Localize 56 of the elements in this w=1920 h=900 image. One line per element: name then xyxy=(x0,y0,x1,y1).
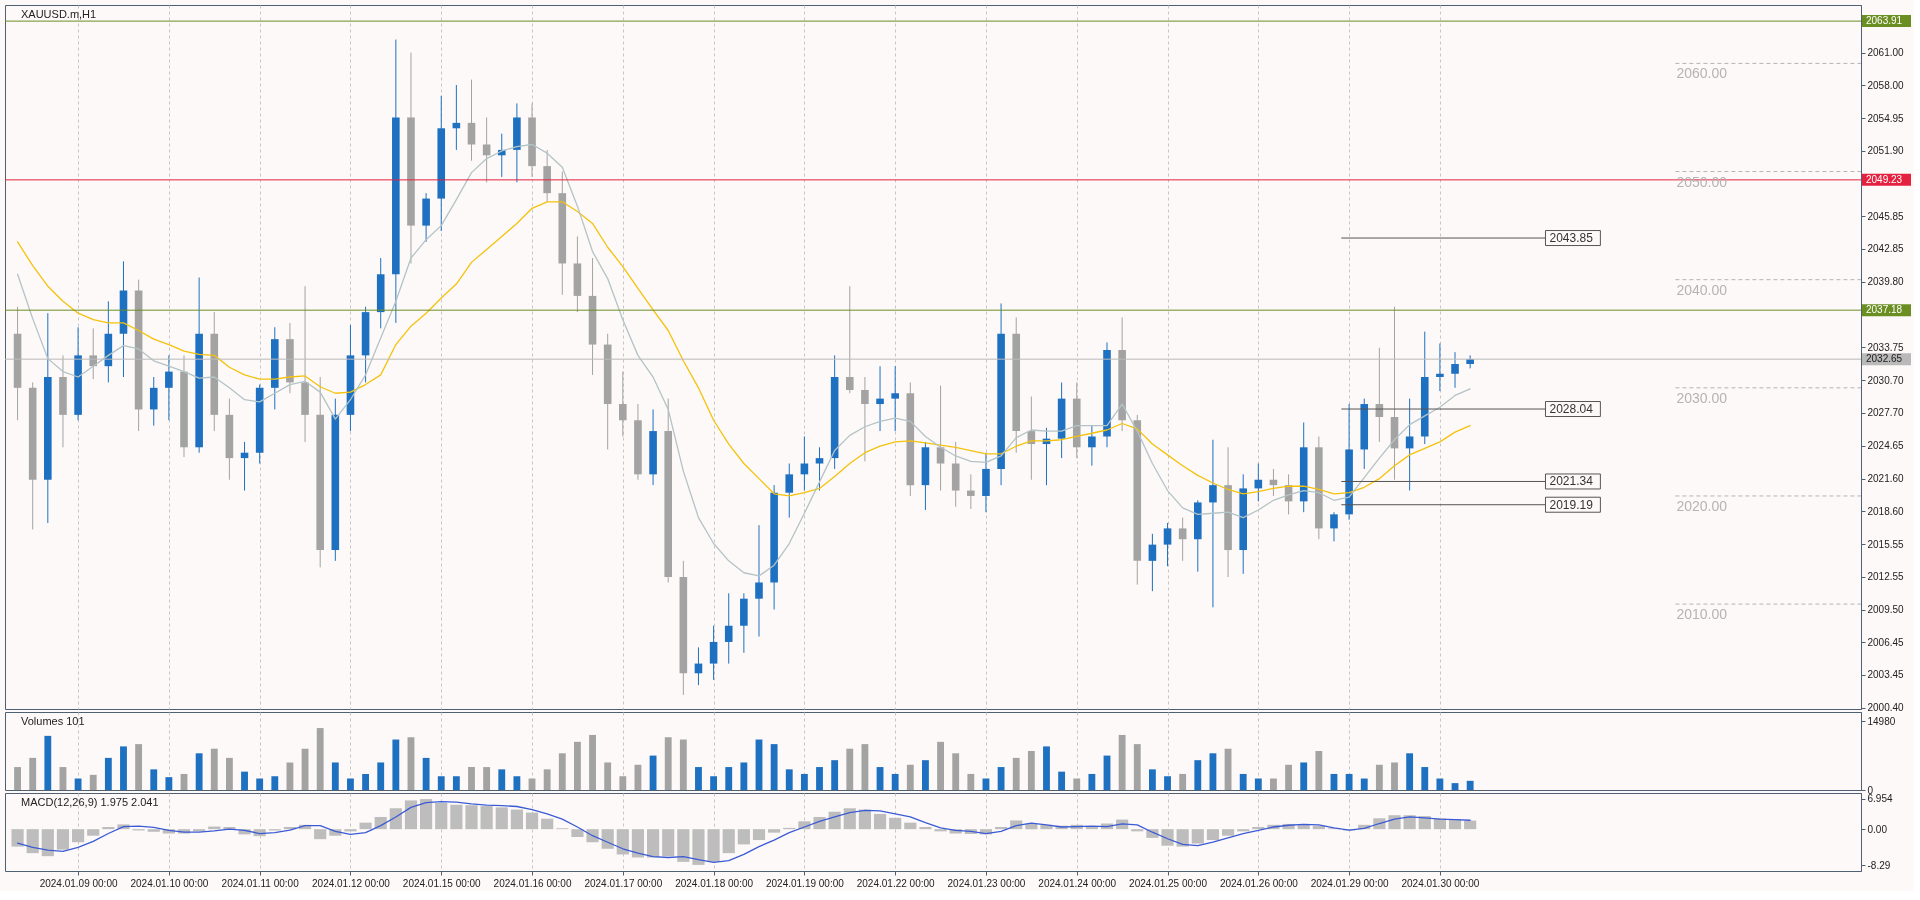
x-tick-label: 2024.01.16 00:00 xyxy=(493,877,572,889)
x-tick-label: 2024.01.17 00:00 xyxy=(584,877,663,889)
x-tick-label: 2024.01.19 00:00 xyxy=(765,877,845,889)
y-tick-label: 2000.40 xyxy=(1867,702,1905,714)
x-tick-label: 2024.01.11 00:00 xyxy=(221,877,300,889)
y-tick-label: 2018.60 xyxy=(1867,505,1905,517)
x-tick-label: 2024.01.18 00:00 xyxy=(675,877,754,889)
x-tick-label: 2024.01.30 00:00 xyxy=(1401,877,1480,889)
ref-line-label: 2030.00 xyxy=(1676,389,1728,406)
ref-line-label: 2019.19 xyxy=(1549,497,1594,512)
y-tick-label: 2006.45 xyxy=(1867,636,1905,648)
y-tick-label: 2039.80 xyxy=(1867,276,1905,288)
x-tick-label: 2024.01.22 00:00 xyxy=(856,877,936,889)
y-tick-label: 6.954 xyxy=(1867,793,1893,805)
y-tick-label: 2027.70 xyxy=(1867,407,1905,419)
x-tick-label: 2024.01.24 00:00 xyxy=(1038,877,1117,889)
y-tick-label: 0.00 xyxy=(1867,823,1888,835)
chart-title: XAUUSD.m,H1 xyxy=(21,8,97,20)
ref-line-label: 2040.00 xyxy=(1676,281,1728,298)
chart-title: MACD(12,26,9) 1.975 2.041 xyxy=(21,796,159,808)
x-tick-label: 2024.01.15 00:00 xyxy=(402,877,482,889)
ref-line-label: 2043.85 xyxy=(1549,231,1594,246)
y-tick-label: 2045.85 xyxy=(1867,210,1905,222)
y-tick-label: 2051.90 xyxy=(1867,145,1905,157)
y-tick-label: 2058.00 xyxy=(1867,79,1905,91)
ref-line-label: 2021.34 xyxy=(1549,474,1594,489)
x-tick-label: 2024.01.10 00:00 xyxy=(130,877,209,889)
ref-line-label: 2010.00 xyxy=(1676,606,1728,623)
x-tick-label: 2024.01.26 00:00 xyxy=(1219,877,1299,889)
y-tick-label: 2024.65 xyxy=(1867,440,1905,452)
y-tick-label: 2015.55 xyxy=(1867,538,1905,550)
y-tick-label: 2003.45 xyxy=(1867,669,1905,681)
y-tick-label: 2021.60 xyxy=(1867,473,1905,485)
y-tick-label: 14980 xyxy=(1867,715,1896,727)
y-tick-label: 2009.50 xyxy=(1867,604,1905,616)
ref-line-label: 2063.91 xyxy=(1866,15,1903,27)
y-tick-label: 2030.70 xyxy=(1867,374,1905,386)
x-tick-label: 2024.01.25 00:00 xyxy=(1129,877,1208,889)
x-tick-label: 2024.01.23 00:00 xyxy=(947,877,1026,889)
ref-line-label: 2032.65 xyxy=(1866,353,1903,365)
y-tick-label: 2012.55 xyxy=(1867,571,1905,583)
x-tick-label: 2024.01.09 00:00 xyxy=(39,877,118,889)
x-tick-label: 2024.01.12 00:00 xyxy=(312,877,391,889)
ref-line-label: 2060.00 xyxy=(1676,65,1728,82)
y-tick-label: -8.29 xyxy=(1867,859,1891,871)
y-tick-label: 2061.00 xyxy=(1867,47,1905,59)
ref-line-label: 2028.04 xyxy=(1549,402,1594,417)
chart-title: Volumes 101 xyxy=(21,715,85,727)
y-tick-label: 2033.75 xyxy=(1867,341,1905,353)
y-tick-label: 0 xyxy=(1867,784,1874,796)
y-tick-label: 2054.95 xyxy=(1867,112,1905,124)
x-tick-label: 2024.01.29 00:00 xyxy=(1310,877,1389,889)
y-tick-label: 2042.85 xyxy=(1867,243,1905,255)
ref-line-label: 2037.18 xyxy=(1866,304,1903,316)
ref-line-label: 2020.00 xyxy=(1676,497,1728,514)
ref-line-label: 2049.23 xyxy=(1866,173,1903,185)
